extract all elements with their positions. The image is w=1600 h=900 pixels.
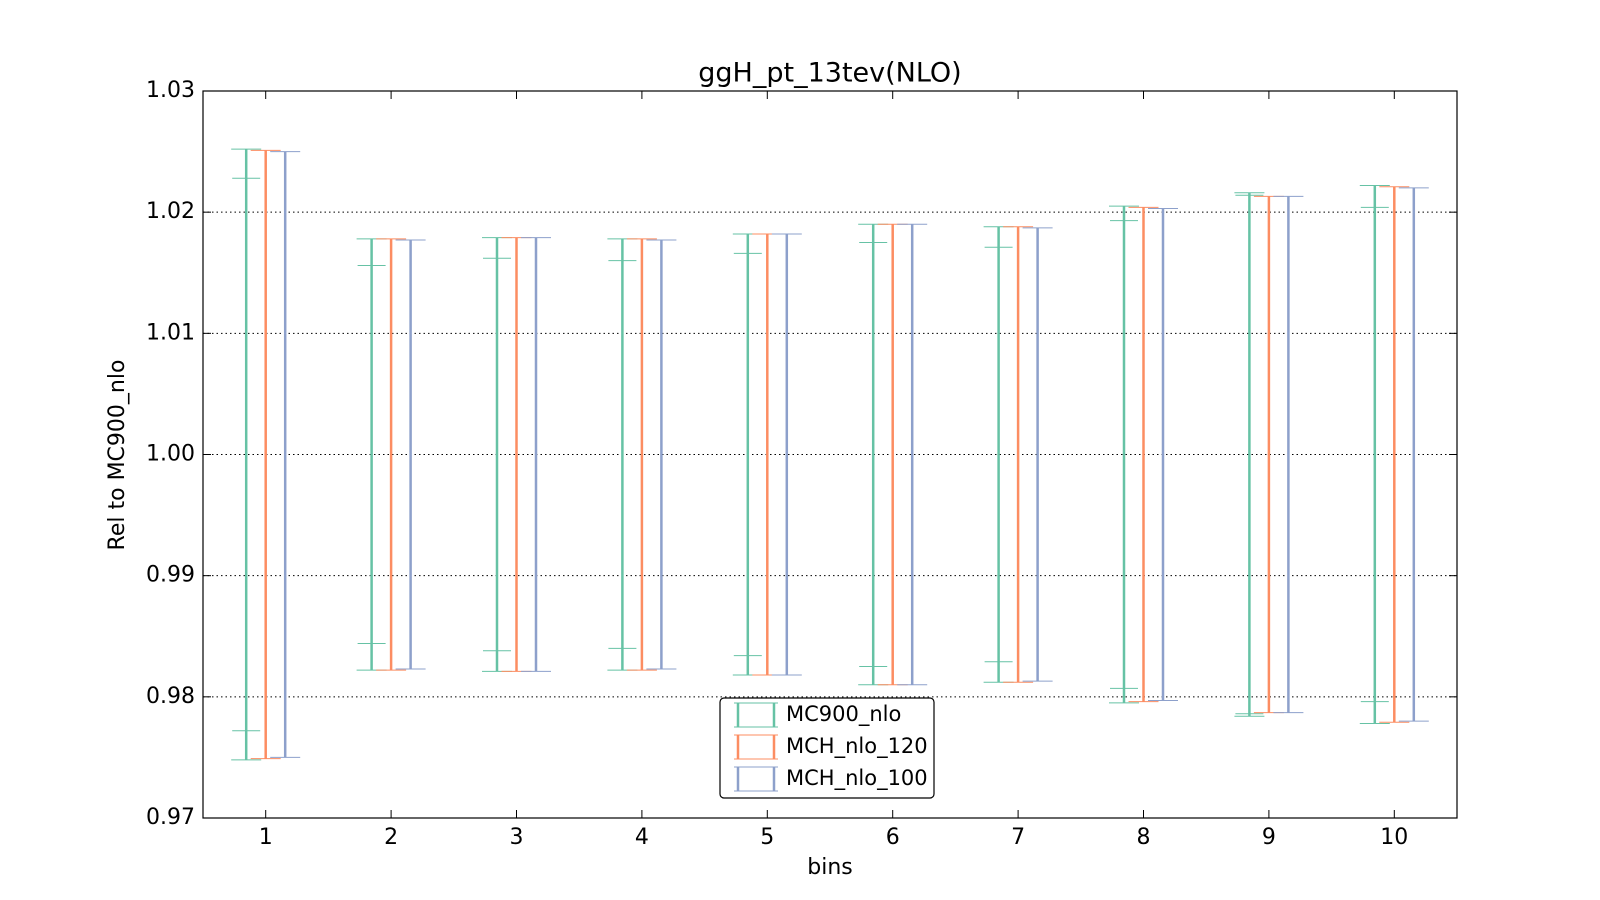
y-tick-label: 0.98 <box>146 684 195 709</box>
plot-frame <box>202 90 1458 819</box>
x-tick-label: 9 <box>1262 825 1276 850</box>
y-axis-label: Rel to MC900_nlo <box>105 360 130 551</box>
legend: MC900_nlo MCH_nlo_120 MCH_nlo_100 <box>719 697 935 799</box>
x-tick-label: 2 <box>384 825 398 850</box>
y-tick-label: 0.99 <box>146 563 195 588</box>
y-tick-label: 1.02 <box>146 199 195 224</box>
chart-title: ggH_pt_13tev(NLO) <box>698 58 961 89</box>
x-tick-label: 6 <box>886 825 900 850</box>
x-tick-label: 7 <box>1011 825 1025 850</box>
y-tick-label: 1.01 <box>146 320 195 345</box>
x-axis-label: bins <box>807 855 852 880</box>
x-tick-label: 8 <box>1137 825 1151 850</box>
legend-label: MCH_nlo_120 <box>786 734 928 759</box>
legend-label: MC900_nlo <box>786 702 901 727</box>
x-tick-label: 1 <box>259 825 273 850</box>
y-tick-label: 1.00 <box>146 442 195 467</box>
x-tick-label: 5 <box>760 825 774 850</box>
x-tick-label: 4 <box>635 825 649 850</box>
y-tick-label: 1.03 <box>146 78 195 103</box>
y-tick-label: 0.97 <box>146 805 195 830</box>
legend-label: MCH_nlo_100 <box>786 766 928 791</box>
x-tick-label: 10 <box>1380 825 1408 850</box>
x-tick-label: 3 <box>510 825 524 850</box>
